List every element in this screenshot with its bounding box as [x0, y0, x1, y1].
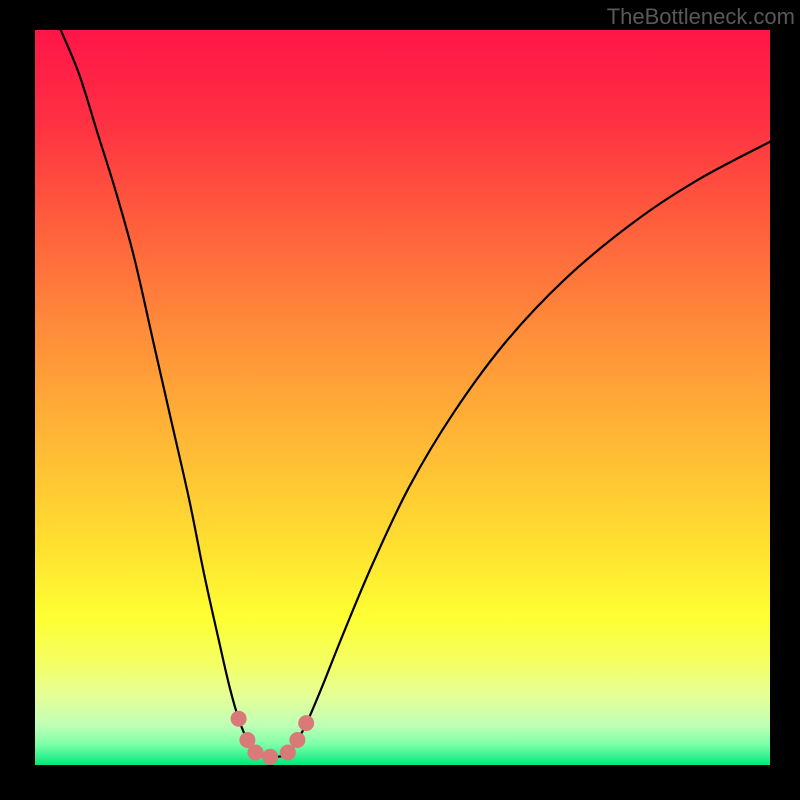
optimum-marker: [298, 715, 314, 731]
optimum-marker: [289, 732, 305, 748]
figure-root: TheBottleneck.com: [0, 0, 800, 800]
curve-layer: [35, 30, 770, 765]
plot-area: [35, 30, 770, 765]
bottleneck-curve: [61, 30, 770, 758]
optimum-marker: [231, 711, 247, 727]
watermark-text: TheBottleneck.com: [607, 4, 795, 30]
optimum-marker: [248, 745, 264, 761]
optimum-marker: [262, 749, 278, 765]
